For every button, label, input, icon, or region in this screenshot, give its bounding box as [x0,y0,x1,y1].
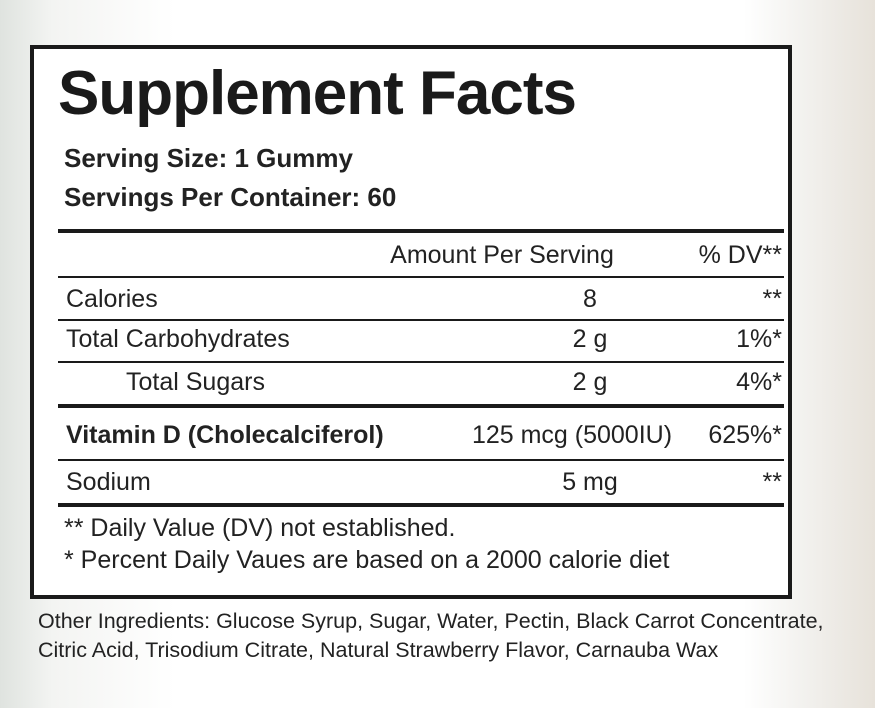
amount: 2 g [572,368,608,396]
rule [58,319,784,321]
amount: 125 mcg (5000IU) [471,421,673,449]
daily-value: 4%* [736,368,782,396]
nutrient-name: Calories [66,285,158,313]
rule [58,229,784,233]
other-ingredients: Other Ingredients: Glucose Syrup, Sugar,… [38,609,824,662]
serving-size: Serving Size: 1 Gummy [64,143,353,173]
amount: 5 mg [562,468,618,496]
rule [58,459,784,461]
amount: 2 g [572,325,608,353]
nutrient-name: Vitamin D (Cholecalciferol) [66,421,384,449]
amount: 8 [583,285,597,313]
rule [58,276,784,278]
nutrient-name: Sodium [66,468,151,496]
rule [58,404,784,408]
footnote: ** Daily Value (DV) not established. [64,514,456,542]
daily-value: 625%* [708,421,782,449]
daily-value: ** [762,468,782,496]
title: Supplement Facts [58,59,577,128]
rule [58,361,784,363]
column-header: Amount Per Serving [390,241,614,269]
daily-value: ** [762,285,782,313]
servings-per-container: Servings Per Container: 60 [64,182,397,212]
nutrient-name: Total Carbohydrates [66,325,290,353]
rule [58,503,784,507]
column-header: % DV** [698,241,782,269]
daily-value: 1%* [736,325,782,353]
nutrient-name: Total Sugars [126,368,265,396]
footnote: * Percent Daily Vaues are based on a 200… [64,546,670,574]
